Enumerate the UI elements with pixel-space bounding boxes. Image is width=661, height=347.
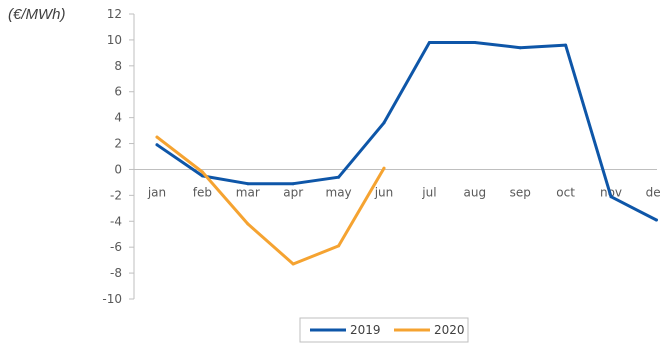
- data-point: [200, 170, 204, 174]
- y-tick-label: -10: [102, 292, 122, 306]
- y-tick-label: -6: [110, 240, 122, 254]
- x-tick-label: oct: [556, 185, 575, 199]
- y-axis: 12 10 8 6 4 2 0 -2 -4 -6 -8 -10: [102, 7, 135, 306]
- data-point: [518, 46, 522, 50]
- x-tick-label: jun: [374, 185, 394, 199]
- x-tick-label: jan: [147, 185, 166, 199]
- data-point: [200, 174, 204, 178]
- x-tick-label: may: [326, 185, 352, 199]
- data-point: [291, 262, 295, 266]
- data-point: [337, 175, 341, 179]
- legend: 2019 2020: [299, 317, 469, 343]
- legend-label: 2020: [434, 323, 465, 337]
- series-line-2019: [155, 41, 658, 222]
- data-point: [246, 182, 250, 186]
- x-tick-label: dec: [646, 185, 661, 199]
- data-point: [427, 41, 431, 44]
- y-unit-label: (€/MWh): [8, 6, 66, 23]
- y-tick-label: -8: [110, 266, 122, 280]
- y-tick-label: 12: [107, 7, 122, 21]
- x-tick-label: feb: [193, 185, 212, 199]
- data-point: [337, 244, 341, 248]
- data-point: [654, 218, 658, 222]
- data-point: [382, 166, 386, 170]
- x-tick-label: apr: [283, 185, 303, 199]
- x-tick-label: sep: [510, 185, 531, 199]
- x-axis: janfebmaraprmayjunjulaugsepoctnovdec: [134, 168, 661, 199]
- y-tick-label: -4: [110, 214, 122, 228]
- legend-label: 2019: [350, 323, 381, 337]
- y-tick-label: 8: [114, 59, 122, 73]
- x-tick-label: jul: [421, 185, 436, 199]
- y-tick-label: 0: [114, 162, 122, 176]
- y-tick-label: 10: [107, 33, 122, 47]
- y-tick-label: 4: [114, 111, 122, 125]
- y-tick-label: 6: [114, 85, 122, 99]
- y-tick-label: -2: [110, 188, 122, 202]
- data-point: [609, 195, 613, 199]
- x-tick-label: aug: [464, 185, 487, 199]
- data-point: [291, 182, 295, 186]
- x-tick-label: mar: [236, 185, 260, 199]
- y-tick-label: 2: [114, 137, 122, 151]
- series-layer: [155, 41, 658, 266]
- data-point: [382, 121, 386, 125]
- data-point: [155, 143, 159, 147]
- data-point: [246, 222, 250, 226]
- data-point: [564, 43, 568, 47]
- series-line-2020: [155, 135, 386, 266]
- data-point: [473, 41, 477, 44]
- data-point: [155, 135, 159, 139]
